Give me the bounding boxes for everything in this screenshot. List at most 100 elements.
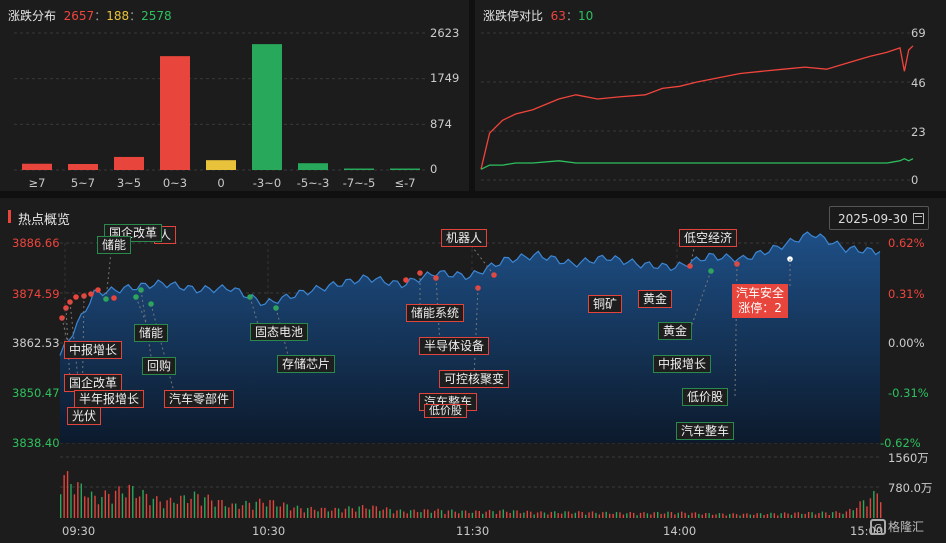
volume-bar [530,511,532,518]
concept-tag[interactable]: 储能 [134,324,169,342]
volume-bar [293,507,295,518]
concept-tag[interactable]: 黄金 [658,322,693,340]
volume-bar [403,511,405,518]
volume-bar [94,495,96,518]
x-tick: 0 [217,176,224,190]
concept-tag[interactable]: 半导体设备 [419,337,490,355]
concept-tag[interactable]: 中报增长 [653,355,712,373]
x-tick: 3~5 [117,176,141,190]
volume-bar [598,514,601,518]
price-tick: 3850.47 [12,386,60,400]
date-picker[interactable]: 2025-09-30 [829,206,929,230]
concept-tag[interactable]: 低价股 [424,404,467,418]
volume-bar [224,506,227,518]
x-tick: -7~-5 [343,176,376,190]
limit-up-count: 63 [550,9,566,23]
concept-tag[interactable]: 储能系统 [406,304,465,322]
distribution-bar [206,160,236,170]
volume-bar [701,514,703,518]
volume-bar [523,512,525,518]
volume-bar [84,496,86,518]
concept-tag[interactable]: 黄金 [638,290,673,308]
volume-bar [825,512,827,518]
volume-bar [567,511,570,518]
concept-tag[interactable]: 光伏 [67,407,102,425]
volume-bar [636,515,638,518]
volume-bar [457,513,460,518]
volume-bar [746,513,748,518]
y-tick: 69 [911,26,926,40]
volume-bar [108,493,110,518]
volume-bar [526,510,529,518]
concept-tag[interactable]: 铜矿 [588,295,623,313]
distribution-bar [390,168,420,170]
volume-bar [375,506,378,518]
volume-bar [574,512,577,518]
time-tick: 09:30 [62,524,96,538]
concept-tag[interactable]: 国企改革 [64,374,123,392]
volume-bar [77,482,79,518]
volume-bar [495,513,498,518]
concept-tag[interactable]: 存储芯片 [277,355,336,373]
volume-bar [780,513,782,518]
volume-bar [581,512,583,518]
volume-bar [759,513,762,518]
concept-tag[interactable]: 储能 [97,236,132,254]
price-tick: 3838.40 [12,436,60,450]
volume-bar [475,510,477,518]
distribution-bar [252,44,282,170]
calendar-icon[interactable] [913,213,924,224]
concept-tag[interactable]: 中报增长 [64,341,123,359]
volume-bar [842,513,844,518]
volume-bar [811,512,813,518]
volume-bar [365,508,367,518]
volume-bar [509,512,511,518]
concept-tag[interactable]: 汽车整车 [676,422,735,440]
volume-bar [276,506,278,518]
distribution-panel: 涨跌分布 2657：188：2578 ≥7 5~7 3~5 0~3 0 -3~0 -5~-3… [0,0,469,191]
volume-bar [252,509,254,518]
flat-count: 188 [106,9,130,23]
separator: ： [565,9,578,23]
leader-line [473,287,479,379]
volume-bar [880,502,882,518]
pct-tick: 0.62% [888,236,925,250]
volume-bar [519,513,522,518]
volume-bar [499,510,501,518]
volume-bar [210,500,213,518]
volume-bar [732,513,734,518]
concept-tag[interactable]: 固态电池 [250,323,309,341]
volume-bar [663,513,666,518]
volume-bar [681,511,683,518]
concept-tag[interactable]: 半年报增长 [74,390,145,408]
volume-bar [310,506,312,518]
concept-tag[interactable]: 回购 [142,357,177,375]
volume-bar [461,510,463,518]
volume-bar [855,507,858,518]
volume-bar [320,507,323,518]
date-value: 2025-09-30 [838,212,908,226]
volume-bar [300,508,302,518]
concept-tag[interactable]: 可控核聚变 [439,370,510,388]
volume-bar [138,496,141,518]
volume-bar [440,510,443,518]
concept-tag[interactable]: 低价股 [682,388,729,406]
limit-up-callout[interactable]: 汽车安全 涨停：2 [732,284,789,318]
volume-bar [687,515,690,518]
volume-bar [698,513,700,518]
volume-bar [60,494,62,518]
volume-bar [684,512,686,518]
volume-bar [166,500,168,518]
concept-tag[interactable]: 汽车零部件 [164,390,235,408]
concept-tag[interactable]: 机器人 [441,229,488,247]
volume-bar [639,512,642,518]
volume-bar [482,513,484,518]
x-tick: -3~0 [253,176,281,190]
x-tick: -5~-3 [297,176,330,190]
distribution-bar [344,168,374,170]
volume-bar [355,511,357,518]
volume-bar [715,514,717,518]
distribution-chart: ≥7 5~7 3~5 0~3 0 -3~0 -5~-3 -7~-5 ≤-7 [14,32,428,190]
concept-tag[interactable]: 低空经济 [679,229,738,247]
y-tick: 0 [911,173,919,187]
